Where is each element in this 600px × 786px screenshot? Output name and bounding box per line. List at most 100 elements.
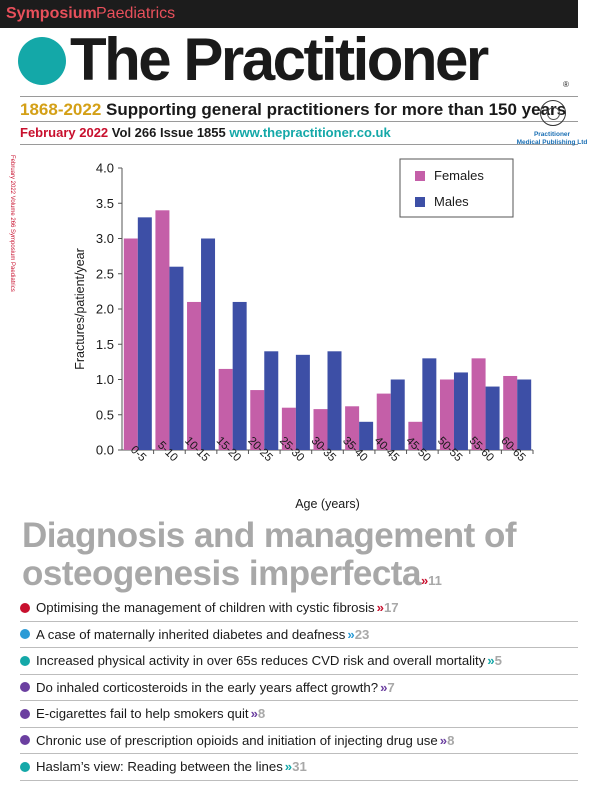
section-label: Paediatrics	[96, 5, 176, 22]
bar-females-60-65	[503, 375, 518, 450]
bar-females-35-40	[345, 406, 360, 450]
story-title: Do inhaled corticosteroids in the early …	[36, 679, 379, 695]
bar-males-15-20	[232, 301, 247, 450]
bar-males-45-50	[422, 358, 437, 450]
chart-legend	[399, 158, 514, 218]
headline-line-1: Diagnosis and management of	[22, 516, 517, 555]
story-item[interactable]: E-cigarettes fail to help smokers quit» 8	[20, 701, 578, 728]
x-axis-label: Age (years)	[295, 497, 360, 511]
headline-chevron-icon: »	[420, 573, 429, 588]
bar-males-5-10	[169, 266, 184, 450]
cover-headline[interactable]: Diagnosis and management of osteogenesis…	[22, 516, 517, 600]
story-title: E-cigarettes fail to help smokers quit	[36, 706, 249, 722]
y-tick-label: 1.0	[96, 372, 114, 387]
y-tick-label: 3.0	[96, 231, 114, 246]
bar-females-45-50	[408, 421, 423, 450]
y-axis-label: Fractures/patient/year	[73, 248, 87, 370]
story-item[interactable]: Do inhaled corticosteroids in the early …	[20, 675, 578, 701]
bar-females-10-15	[187, 301, 202, 450]
story-item[interactable]: Chronic use of prescription opioids and …	[20, 728, 578, 754]
y-tick-label: 1.5	[96, 337, 114, 352]
logo-dot-icon	[18, 37, 66, 85]
y-tick-label: 0.0	[96, 443, 114, 458]
bar-females-30-35	[313, 409, 328, 450]
bar-males-55-60	[485, 386, 500, 450]
story-page: 17	[383, 600, 399, 616]
bullet-icon	[20, 682, 30, 693]
bullet-icon	[20, 655, 30, 666]
spine-label: February 2022 Volume 266 Symposium Paedi…	[9, 155, 15, 292]
symposium-label: Symposium	[6, 5, 97, 22]
story-page: 31	[292, 759, 307, 775]
bar-females-5-10	[155, 210, 170, 450]
tagline-years: 1868-2022	[20, 100, 102, 119]
publisher-line-2: Medical Publishing Ltd	[516, 139, 588, 146]
legend-swatch-males	[415, 197, 425, 207]
chevron-icon: »	[380, 679, 388, 695]
issue-volume: Vol 266 Issue 1855	[111, 125, 226, 140]
masthead-title: The Practitioner	[70, 26, 489, 93]
bar-females-15-20	[218, 368, 233, 450]
story-item[interactable]: A case of maternally inherited diabetes …	[20, 622, 578, 648]
story-page: 5	[494, 653, 502, 669]
story-item[interactable]: Optimising the management of children wi…	[20, 595, 578, 622]
bar-females-25-30	[281, 407, 296, 450]
headline-page: 11	[428, 573, 442, 588]
bar-females-50-55	[439, 379, 454, 450]
chevron-icon: »	[487, 653, 495, 669]
headline-line-2-text: osteogenesis imperfecta	[22, 554, 421, 593]
y-tick-label: 2.0	[96, 302, 114, 317]
story-title: Optimising the management of children wi…	[36, 600, 375, 616]
chevron-icon: »	[284, 759, 293, 775]
y-tick-label: 4.0	[96, 161, 114, 176]
spine-text: February 2022 Volume 266 Symposium Paedi…	[5, 155, 15, 305]
legend-label-males: Males	[434, 194, 469, 209]
bullet-icon	[20, 735, 30, 746]
chevron-icon: »	[347, 626, 355, 642]
bar-females-55-60	[471, 358, 486, 450]
bar-females-40-45	[376, 393, 391, 450]
publisher-line-1: Practitioner	[533, 131, 571, 138]
issue-line: February 2022 Vol 266 Issue 1855 www.the…	[20, 125, 391, 140]
bar-females-0-5	[123, 238, 138, 450]
bar-males-30-35	[327, 351, 342, 450]
story-title: Chronic use of prescription opioids and …	[36, 732, 438, 748]
bar-males-60-65	[517, 379, 532, 450]
y-tick-label: 2.5	[96, 266, 114, 281]
y-tick-label: 3.5	[96, 196, 114, 211]
tagline: 1868-2022 Supporting general practitione…	[20, 100, 566, 120]
story-item[interactable]: Haslam’s view: Reading between the lines…	[20, 754, 578, 781]
bullet-icon	[20, 708, 30, 719]
bar-males-25-30	[295, 354, 310, 450]
chevron-icon: »	[250, 706, 258, 722]
y-tick-label: 0.5	[96, 407, 114, 422]
website-link[interactable]: www.thepractitioner.co.uk	[229, 125, 391, 140]
divider	[20, 96, 578, 97]
bullet-icon	[20, 761, 30, 772]
story-page: 8	[257, 706, 266, 722]
legend-label-females: Females	[434, 168, 484, 183]
chevron-icon: »	[376, 600, 384, 616]
bar-males-50-55	[453, 372, 468, 450]
story-title: Increased physical activity in over 65s …	[36, 653, 486, 669]
registered-mark: ®	[563, 80, 569, 89]
section-banner: Symposium Paediatrics	[0, 0, 578, 28]
story-title: A case of maternally inherited diabetes …	[36, 626, 346, 642]
story-list: Optimising the management of children wi…	[20, 595, 578, 781]
bar-males-35-40	[359, 421, 374, 450]
divider	[20, 121, 578, 122]
bullet-icon	[20, 602, 30, 613]
headline-line-2: osteogenesis imperfecta»11	[22, 555, 516, 600]
bar-females-20-25	[250, 390, 265, 450]
bar-males-10-15	[201, 238, 216, 450]
publisher-seal-icon	[540, 100, 566, 126]
story-page: 23	[354, 626, 370, 642]
story-page: 7	[387, 679, 395, 695]
story-item[interactable]: Increased physical activity in over 65s …	[20, 648, 578, 675]
story-page: 8	[447, 732, 455, 748]
bar-males-0-5	[137, 217, 152, 450]
issue-date: February 2022	[20, 125, 109, 140]
bullet-icon	[20, 629, 30, 640]
bar-males-20-25	[264, 351, 279, 450]
divider	[20, 144, 578, 145]
